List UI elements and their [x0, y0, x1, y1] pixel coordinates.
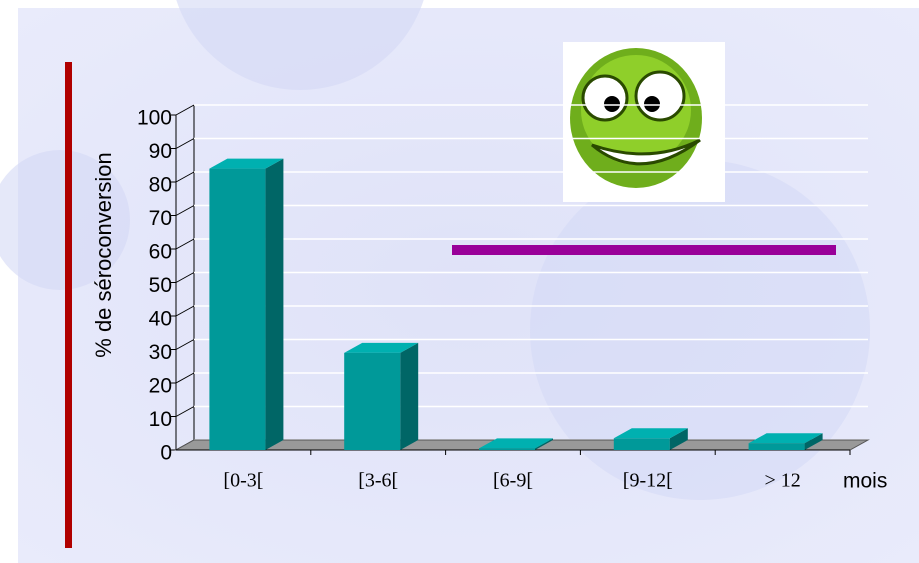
x-tick-label: [9-12[ [623, 470, 673, 492]
wall-side [175, 339, 195, 350]
y-tick-label: 60 [149, 241, 172, 264]
y-tick-label: 90 [149, 140, 172, 163]
bar-side [400, 342, 419, 450]
y-tick-label: 30 [149, 341, 172, 364]
bar-side [265, 158, 284, 450]
y-tick-label: 80 [149, 174, 172, 197]
y-axis-label: % de séroconversion [91, 152, 116, 357]
wall-side [175, 372, 195, 384]
y-tick-label: 50 [149, 274, 172, 297]
decor [0, 150, 130, 290]
purple-line [452, 245, 836, 255]
bar-side [535, 438, 553, 450]
bar-side [804, 433, 823, 450]
y-tick-label: 40 [149, 308, 172, 331]
x-axis-label: mois [843, 470, 887, 493]
wall-side [175, 406, 195, 417]
red-bar [65, 62, 72, 548]
wall-side [175, 272, 195, 283]
bar-side [669, 428, 688, 450]
bar-top [613, 428, 688, 439]
wall-side [175, 171, 195, 183]
y-tick-label: 70 [149, 207, 172, 230]
wall-side [175, 138, 195, 149]
bar [748, 443, 805, 450]
x-tick-label: > 12 [764, 470, 800, 492]
y-tick-label: 20 [149, 375, 172, 398]
bar [344, 352, 401, 450]
bar [613, 438, 670, 450]
wall-side [175, 104, 195, 116]
x-tick-label: [3-6[ [358, 470, 398, 492]
decor [176, 0, 424, 90]
bar [209, 168, 266, 450]
bar-top [479, 438, 553, 449]
x-tick-label: [0-3[ [223, 470, 263, 492]
wall-side [175, 205, 195, 216]
y-tick-label: 10 [149, 408, 172, 431]
bar-top [344, 342, 419, 353]
x-tick-label: [6-9[ [493, 470, 533, 492]
bar [479, 448, 535, 450]
bar-top [748, 433, 823, 444]
wall-side [175, 305, 195, 317]
face-image [563, 42, 725, 202]
wall-side [175, 238, 195, 250]
y-tick-label: 100 [137, 107, 172, 130]
bar-top [209, 158, 284, 169]
y-tick-label: 0 [160, 442, 172, 465]
